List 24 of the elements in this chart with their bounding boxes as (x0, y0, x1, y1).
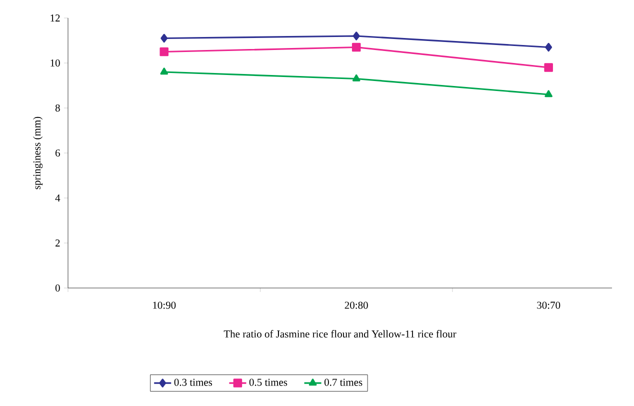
point (544, 90, 552, 98)
point (160, 47, 168, 56)
legend-label: 0.5 times (249, 378, 288, 386)
point (544, 63, 553, 72)
y-tick-label: 0 (55, 284, 60, 292)
point (545, 42, 552, 52)
point (352, 42, 361, 52)
point (160, 34, 168, 43)
x-tick-label: 30:70 (537, 302, 560, 309)
y-tick-label: 2 (56, 240, 60, 246)
y-tick-label: 10 (50, 59, 60, 67)
y-axis-title: springiness (mm) (33, 116, 43, 190)
x-axis-title: The ratio of Jasmine rice flour and Yellow-11 rice flour (224, 330, 456, 338)
y-tick-label: 4 (55, 194, 60, 202)
y-tick-label: 12 (50, 14, 60, 22)
legend-label: 0.3 times (174, 378, 212, 386)
point (160, 68, 168, 75)
y-tick-label: 6 (56, 149, 60, 157)
point (352, 74, 360, 82)
y-tick-label: 8 (55, 104, 60, 112)
point (352, 32, 360, 40)
x-tick-label: 10:90 (153, 302, 176, 309)
x-tick-label: 20:80 (344, 302, 368, 309)
legend-label: 0.7 times (324, 378, 362, 386)
